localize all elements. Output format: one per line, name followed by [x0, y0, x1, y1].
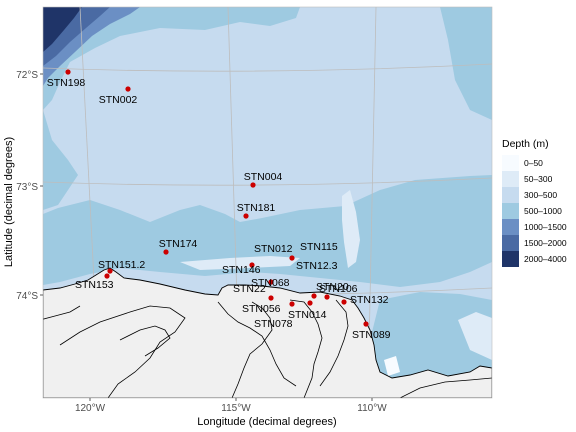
- station-marker: [268, 279, 274, 285]
- bathymetry-0-50-patch: [384, 356, 400, 376]
- y-tick-label: 72°S: [16, 70, 38, 81]
- panel-border: [42, 6, 493, 399]
- station-marker: [65, 69, 71, 75]
- map-panel: STN198STN002STN004STN181STN174STN146STN0…: [43, 7, 492, 398]
- station-label: STN12.3: [296, 260, 338, 272]
- legend-label: 50–300: [524, 174, 553, 184]
- station-marker: [163, 249, 169, 255]
- legend-swatch: [502, 219, 519, 235]
- station-label: STN153: [75, 279, 114, 291]
- y-tick-label: 73°S: [16, 182, 38, 193]
- bathymetry-50-300-south: [458, 312, 492, 360]
- station-label: STN115: [300, 241, 338, 253]
- x-tick-label: 115°W: [221, 403, 251, 414]
- y-tick-label: 74°S: [16, 291, 38, 302]
- legend-swatch: [502, 187, 519, 203]
- depth-legend: Depth (m) 0–50 50–300 300–500 500–1000 1000–…: [502, 138, 567, 267]
- station-marker: [107, 268, 113, 274]
- x-tick-label: 110°W: [357, 403, 387, 414]
- bathymetry-50-300-east-channel: [342, 190, 360, 268]
- x-tick-label: 120°W: [75, 403, 106, 414]
- station-label: STN056: [242, 303, 281, 315]
- legend-swatch: [502, 155, 519, 171]
- station-marker: [125, 86, 131, 92]
- station-label: STN012: [254, 243, 293, 255]
- axis-ticks: [40, 73, 373, 401]
- station-marker: [250, 182, 256, 188]
- legend-label: 1500–2000: [524, 238, 567, 248]
- legend-label: 0–50: [524, 158, 543, 168]
- station-label: STN078: [254, 318, 293, 330]
- station-label: STN174: [159, 238, 198, 250]
- station-marker: [243, 213, 249, 219]
- station-marker: [363, 321, 369, 327]
- station-marker: [324, 294, 330, 300]
- station-marker: [249, 262, 255, 268]
- coastline-detail: [43, 299, 492, 398]
- station-marker: [341, 299, 347, 305]
- station-label: STN068: [251, 277, 290, 289]
- legend-label: 2000–4000: [524, 254, 567, 264]
- legend-swatch: [502, 235, 519, 251]
- bathymetry-500-1000-west: [43, 110, 78, 210]
- bathymetry-500-1000-east: [440, 7, 492, 120]
- station-marker: [289, 301, 295, 307]
- station-marker: [289, 255, 295, 261]
- station-marker: [104, 273, 110, 279]
- station-label: STN20: [316, 281, 349, 293]
- station-label: STN002: [99, 94, 138, 106]
- station-label: STN146: [222, 264, 261, 276]
- station-label: STN181: [237, 202, 276, 214]
- legend-label: 300–500: [524, 190, 557, 200]
- y-axis-title: Latitude (decimal degrees): [3, 137, 15, 267]
- bathymetry-500-1000-north: [43, 7, 300, 110]
- station-label: STN198: [47, 77, 86, 89]
- station-label: STN004: [244, 171, 283, 183]
- station-label: STN106: [319, 283, 358, 295]
- x-axis-title: Longitude (decimal degrees): [197, 416, 336, 428]
- bathymetry-500-1000-central: [43, 175, 492, 287]
- antarctic-coastline-land: [43, 267, 492, 398]
- legend-label: 500–1000: [524, 206, 562, 216]
- legend-swatch: [502, 171, 519, 187]
- station-label: STN089: [352, 329, 391, 341]
- station-marker: [268, 295, 274, 301]
- station-marker: [307, 300, 313, 306]
- station-label: STN151.2: [98, 259, 145, 271]
- station-label: STN22: [233, 283, 266, 295]
- station-markers: STN198STN002STN004STN181STN174STN146STN0…: [47, 69, 391, 341]
- legend-swatch: [502, 251, 519, 267]
- station-marker: [311, 293, 317, 299]
- station-label: STN132: [350, 294, 389, 306]
- bathymetry-2000-4000: [43, 7, 82, 52]
- legend-title: Depth (m): [502, 138, 549, 150]
- legend-label: 1000–1500: [524, 222, 567, 232]
- legend-swatch: [502, 203, 519, 219]
- station-label: STN014: [288, 309, 327, 321]
- bathymetry-50-300-shelf: [180, 256, 300, 270]
